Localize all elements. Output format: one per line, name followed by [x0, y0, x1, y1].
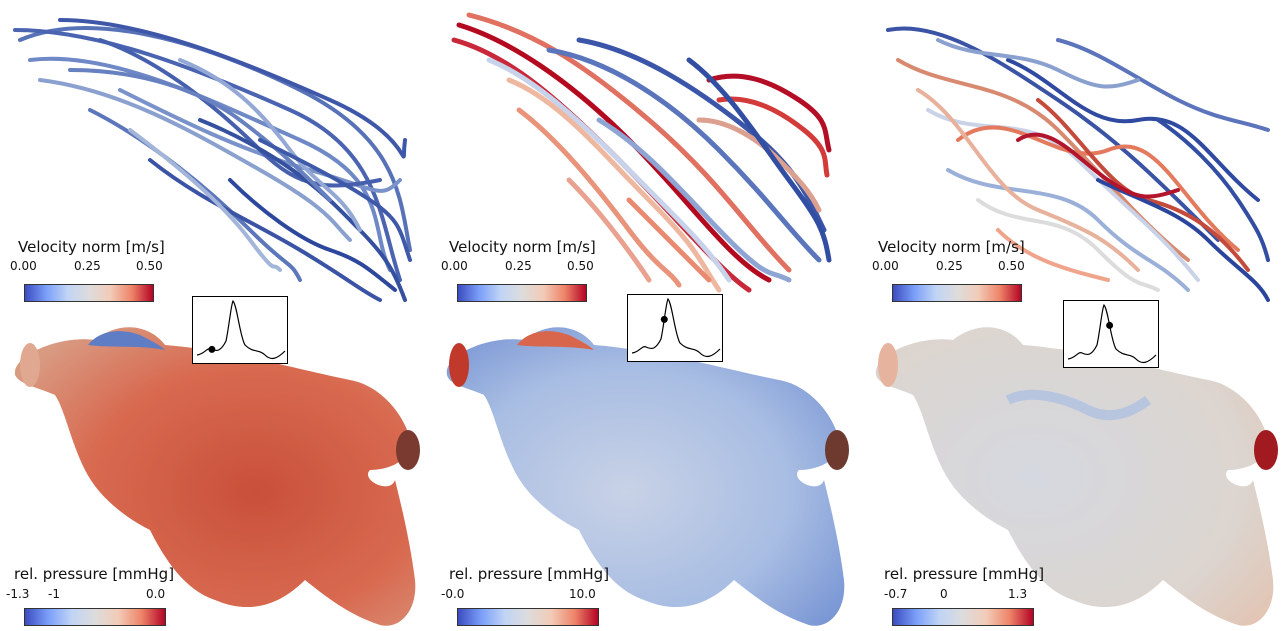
velocity-tick-min: 0.00 — [10, 259, 37, 273]
waveform-inset — [1063, 300, 1159, 368]
velocity-colorbar-title: Velocity norm [m/s] — [878, 238, 1025, 256]
streamlines — [451, 12, 832, 293]
velocity-tick-max: 0.50 — [567, 259, 594, 273]
velocity-colorbar-title: Velocity norm [m/s] — [18, 238, 165, 256]
pressure-colorbar — [24, 608, 166, 626]
velocity-tick-min: 0.00 — [441, 259, 468, 273]
panel-timepoint-3: Velocity norm [m/s] 0.00 0.25 0.50 rel. … — [858, 0, 1286, 631]
velocity-colorbar — [457, 284, 587, 302]
waveform-curve — [1067, 303, 1157, 364]
pressure-colorbar-title: rel. pressure [mmHg] — [884, 565, 1045, 583]
streamlines — [13, 18, 412, 302]
velocity-tick-min: 0.00 — [872, 259, 899, 273]
pressure-tick-min: -0.7 — [884, 587, 908, 601]
velocity-colorbar — [24, 284, 154, 302]
waveform-curve — [631, 297, 721, 358]
pressure-colorbar-title: rel. pressure [mmHg] — [14, 565, 175, 583]
pressure-colorbar-title: rel. pressure [mmHg] — [449, 565, 610, 583]
pressure-tick-min: -0.0 — [441, 587, 465, 601]
streamline-visualization — [446, 12, 849, 626]
panel-timepoint-2: Velocity norm [m/s] 0.00 0.25 0.50 rel. … — [429, 0, 857, 631]
pressure-tick-max: 1.3 — [1008, 587, 1028, 601]
velocity-tick-mid: 0.25 — [74, 259, 101, 273]
pressure-surface — [14, 327, 420, 626]
waveform-inset — [192, 296, 288, 364]
streamlines — [886, 26, 1270, 302]
velocity-tick-mid: 0.25 — [505, 259, 532, 273]
velocity-tick-max: 0.50 — [998, 259, 1025, 273]
pressure-colorbar — [457, 608, 599, 626]
time-marker — [660, 315, 668, 323]
streamline-visualization — [875, 26, 1278, 626]
velocity-tick-mid: 0.25 — [936, 259, 963, 273]
velocity-colorbar — [892, 284, 1022, 302]
waveform-curve — [196, 299, 286, 360]
panel-timepoint-1: Velocity norm [m/s] 0.00 0.25 0.50 rel. … — [0, 0, 428, 631]
pressure-tick-mid: 0 — [940, 587, 948, 601]
time-marker — [1106, 321, 1114, 329]
pressure-tick-max: 0.0 — [146, 587, 166, 601]
pressure-tick-min: -1.3 — [6, 587, 30, 601]
pressure-colorbar — [892, 608, 1034, 626]
pressure-surface — [875, 327, 1278, 626]
pressure-tick-mid: -1 — [48, 587, 60, 601]
waveform-inset — [627, 294, 723, 362]
velocity-tick-max: 0.50 — [136, 259, 163, 273]
streamline-visualization — [13, 18, 420, 626]
velocity-colorbar-title: Velocity norm [m/s] — [449, 238, 596, 256]
pressure-surface — [446, 327, 849, 626]
pressure-tick-max: 10.0 — [569, 587, 596, 601]
time-marker — [208, 345, 216, 353]
